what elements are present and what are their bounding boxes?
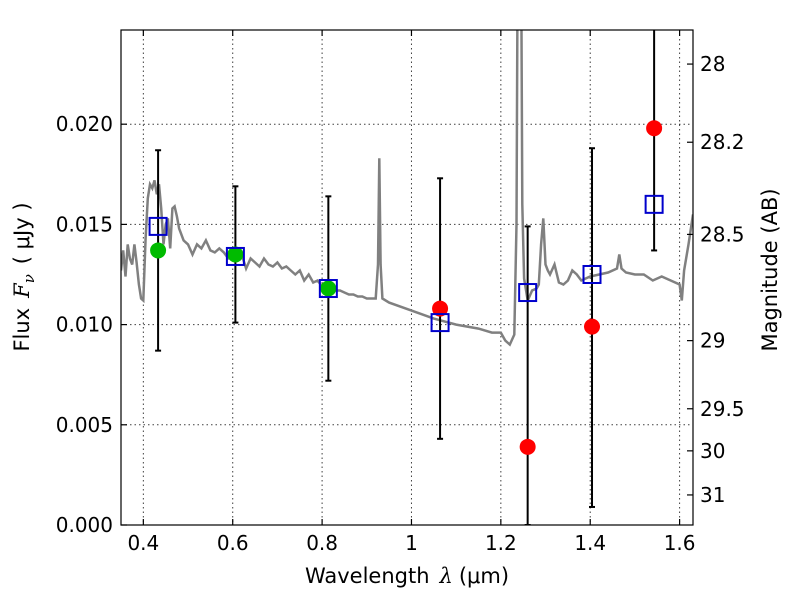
y2-tick-label: 28.5 xyxy=(700,222,745,246)
y-axis-title: Flux Fν ( μJy ) xyxy=(10,202,38,351)
x-tick-label: 1.2 xyxy=(485,531,517,555)
observed-flux-point xyxy=(320,280,337,297)
y-axis-title-symbol: F xyxy=(10,282,34,299)
x-axis-title-text: Wavelength xyxy=(305,564,430,588)
y2-tick-label: 30 xyxy=(700,439,725,463)
model-flux-box xyxy=(318,279,338,299)
observed-flux-point xyxy=(227,246,244,263)
model-flux-box xyxy=(225,246,245,266)
observed-point-layer xyxy=(150,120,663,455)
y2-tick-label: 28 xyxy=(700,52,725,76)
x-axis-title-unit: (μm) xyxy=(459,564,509,588)
tick-layer xyxy=(121,30,693,526)
y-tick-label: 0.005 xyxy=(56,413,113,437)
y-tick-label: 0.000 xyxy=(56,513,113,537)
observed-flux-point xyxy=(584,318,601,335)
y-axis-title-unit: ( μJy ) xyxy=(10,202,34,264)
y2-tick-label: 29 xyxy=(700,329,725,353)
x-tick-label: 1.4 xyxy=(574,531,606,555)
model-box-layer xyxy=(148,194,664,333)
y2-tick-label: 31 xyxy=(700,483,725,507)
observed-flux-point xyxy=(150,242,167,259)
plot-frame xyxy=(120,29,694,526)
y-tick-label: 0.010 xyxy=(56,313,113,337)
y-tick-label: 0.020 xyxy=(56,112,113,136)
x-tick-label: 0.4 xyxy=(127,531,159,555)
observed-flux-point xyxy=(519,438,536,455)
x-tick-label: 0.8 xyxy=(306,531,338,555)
y2-tick-label: 29.5 xyxy=(700,397,745,421)
x-tick-label: 0.6 xyxy=(217,531,249,555)
y2-axis-title: Magnitude (AB) xyxy=(758,188,782,351)
x-axis-title: Wavelength λ (μm) xyxy=(305,564,509,588)
x-tick-label: 1 xyxy=(405,531,418,555)
y-tick-label: 0.015 xyxy=(56,212,113,236)
model-flux-box xyxy=(148,216,168,236)
y-axis-title-prefix: Flux xyxy=(10,308,34,352)
y2-tick-label: 28.2 xyxy=(700,130,745,154)
y-axis-title-subscript: ν xyxy=(20,274,38,283)
observed-flux-point xyxy=(432,300,449,317)
model-flux-box xyxy=(644,194,664,214)
model-flux-box xyxy=(518,283,538,303)
x-axis-title-symbol: λ xyxy=(439,564,453,588)
x-tick-label: 1.6 xyxy=(664,531,696,555)
model-flux-box xyxy=(582,264,602,284)
model-flux-box xyxy=(430,313,450,333)
observed-flux-point xyxy=(646,120,663,137)
